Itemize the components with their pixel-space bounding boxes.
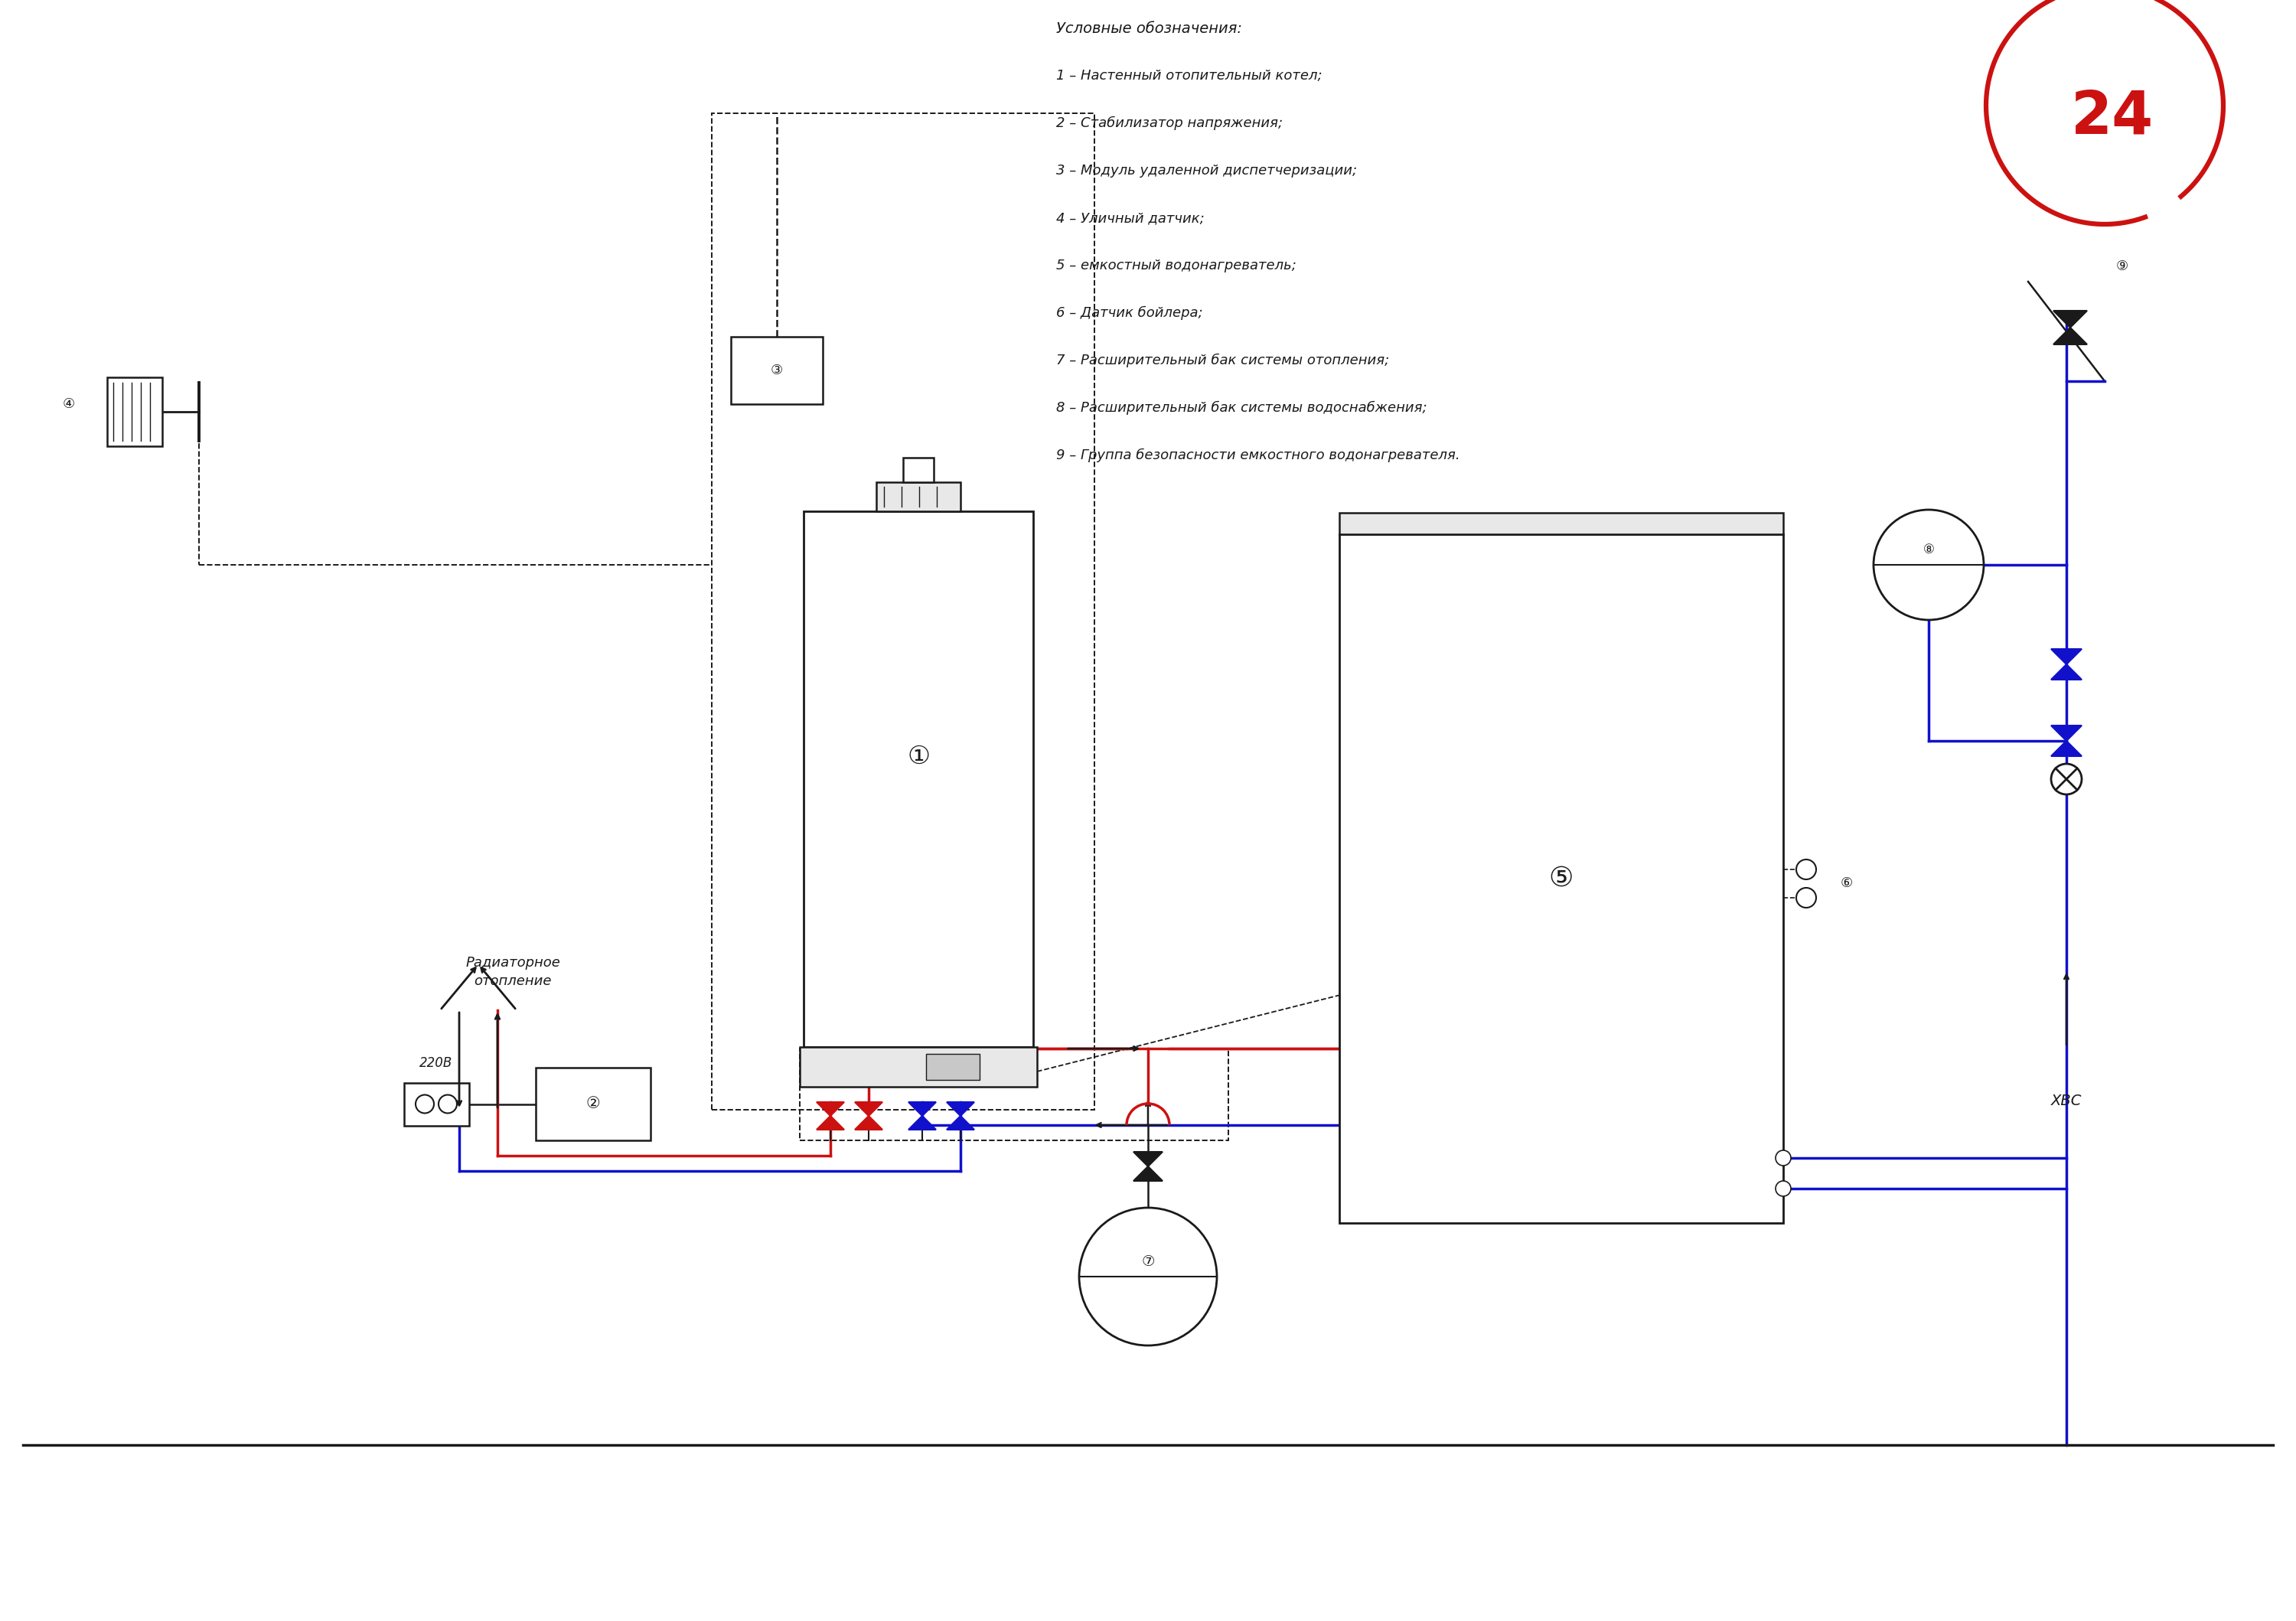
Polygon shape <box>909 1115 937 1130</box>
Text: Радиаторное
отопление: Радиаторное отопление <box>466 956 560 987</box>
Text: ⑧: ⑧ <box>1924 543 1933 556</box>
Text: ХВС: ХВС <box>2050 1093 2082 1107</box>
Text: ⑨: ⑨ <box>2117 259 2128 274</box>
Circle shape <box>439 1094 457 1114</box>
Polygon shape <box>2050 726 2082 741</box>
Circle shape <box>1775 1151 1791 1165</box>
Bar <box>404 1083 468 1125</box>
Polygon shape <box>2050 741 2082 755</box>
Bar <box>799 1047 1038 1086</box>
Text: ②: ② <box>585 1096 599 1112</box>
Polygon shape <box>909 1102 937 1115</box>
Text: ①: ① <box>907 744 930 768</box>
Bar <box>925 1054 980 1080</box>
Text: ⑥: ⑥ <box>1841 877 1853 890</box>
Polygon shape <box>854 1115 882 1130</box>
Polygon shape <box>1134 1153 1162 1167</box>
Text: 24: 24 <box>2071 88 2154 146</box>
Polygon shape <box>2053 311 2087 327</box>
Text: 220В: 220В <box>420 1057 452 1070</box>
Polygon shape <box>2050 648 2082 665</box>
Circle shape <box>1775 1182 1791 1196</box>
Polygon shape <box>854 1102 882 1115</box>
Text: ⑦: ⑦ <box>1141 1255 1155 1269</box>
Bar <box>730 337 822 404</box>
Circle shape <box>1079 1208 1217 1345</box>
Bar <box>877 481 960 511</box>
Circle shape <box>1795 888 1816 908</box>
Text: 5 – емкостный водонагреватель;: 5 – емкостный водонагреватель; <box>1056 259 1297 272</box>
Text: 2 – Стабилизатор напряжения;: 2 – Стабилизатор напряжения; <box>1056 117 1283 130</box>
Circle shape <box>1795 859 1816 879</box>
Circle shape <box>1874 509 1984 619</box>
Polygon shape <box>946 1102 974 1115</box>
Text: 9 – Группа безопасности емкостного водонагревателя.: 9 – Группа безопасности емкостного водон… <box>1056 449 1460 462</box>
Bar <box>902 457 934 481</box>
Polygon shape <box>817 1115 845 1130</box>
Bar <box>535 1068 650 1140</box>
Circle shape <box>2050 763 2082 794</box>
Bar <box>1339 512 1784 535</box>
Bar <box>712 113 1095 1110</box>
Text: Условные обозначения:: Условные обозначения: <box>1056 21 1242 36</box>
Bar <box>108 378 163 446</box>
Polygon shape <box>2053 327 2087 344</box>
Text: 1 – Настенный отопительный котел;: 1 – Настенный отопительный котел; <box>1056 68 1322 83</box>
Polygon shape <box>817 1102 845 1115</box>
Bar <box>1339 535 1784 1222</box>
Text: 8 – Расширительный бак системы водоснабжения;: 8 – Расширительный бак системы водоснабж… <box>1056 400 1428 415</box>
Text: ③: ③ <box>771 363 783 378</box>
Text: ⑤: ⑤ <box>1550 866 1573 892</box>
Text: 7 – Расширительный бак системы отопления;: 7 – Расширительный бак системы отопления… <box>1056 353 1389 368</box>
Polygon shape <box>946 1115 974 1130</box>
Polygon shape <box>2050 665 2082 679</box>
Circle shape <box>416 1094 434 1114</box>
Bar <box>799 1049 1228 1140</box>
Text: ④: ④ <box>62 397 76 412</box>
Text: 4 – Уличный датчик;: 4 – Уличный датчик; <box>1056 211 1205 225</box>
Text: 6 – Датчик бойлера;: 6 – Датчик бойлера; <box>1056 306 1203 319</box>
Text: 3 – Модуль удаленной диспетчеризации;: 3 – Модуль удаленной диспетчеризации; <box>1056 164 1357 178</box>
Bar <box>804 511 1033 1047</box>
Polygon shape <box>1134 1167 1162 1182</box>
